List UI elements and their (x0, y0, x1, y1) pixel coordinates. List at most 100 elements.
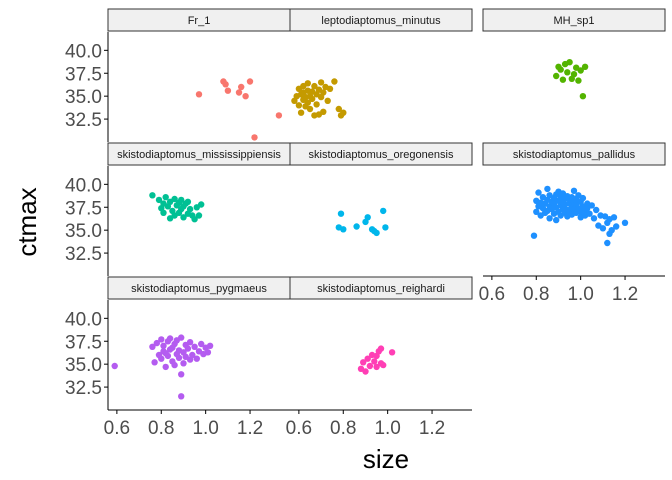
data-point (544, 185, 551, 193)
data-point (304, 99, 311, 106)
facet-panel: skistodiaptomus_oregonensis (289, 142, 473, 237)
data-point (191, 216, 198, 223)
data-point (178, 196, 185, 204)
data-point (575, 77, 582, 84)
data-point (599, 225, 607, 232)
facet-strip (289, 142, 473, 166)
x-tick-label: 1.0 (374, 418, 400, 439)
data-point (189, 351, 196, 359)
data-point (579, 93, 587, 100)
facet-strip (289, 8, 473, 32)
data-point (366, 362, 374, 370)
data-point (553, 72, 560, 80)
x-tick-label: 0.6 (286, 418, 312, 439)
data-point (206, 342, 214, 349)
data-point (380, 361, 387, 369)
data-point (530, 232, 538, 239)
x-tick-label: 1.0 (567, 284, 593, 305)
data-point (570, 71, 578, 78)
data-point (566, 59, 573, 66)
panels-layer: Fr_132.535.037.540.0leptodiaptomus_minut… (65, 8, 666, 439)
facet-strip-label: leptodiaptomus_minutus (321, 15, 441, 27)
data-point (238, 83, 245, 91)
data-point (297, 109, 305, 116)
data-point (295, 102, 303, 109)
data-point (111, 362, 118, 370)
data-point (235, 89, 243, 96)
facet-strip-label: skistodiaptomus_pygmaeus (131, 283, 267, 295)
data-point (162, 194, 169, 201)
data-point (191, 343, 198, 350)
y-tick-label: 37.5 (65, 64, 102, 85)
data-point (331, 78, 338, 85)
data-point (610, 214, 618, 221)
data-point (155, 196, 163, 204)
facet-strip-label: skistodiaptomus_reighardi (317, 283, 445, 295)
facet-panel: MH_sp1 (482, 8, 666, 100)
data-point (158, 355, 165, 362)
data-point (198, 201, 205, 208)
data-point (186, 339, 194, 346)
data-point (162, 363, 169, 371)
x-tick-label: 0.8 (148, 418, 174, 439)
data-point (337, 210, 345, 217)
data-point (326, 85, 334, 93)
y-tick-label: 35.0 (65, 355, 102, 376)
data-point (309, 95, 316, 103)
data-point (570, 187, 578, 194)
facet-panel: leptodiaptomus_minutus (289, 8, 473, 119)
data-point (184, 345, 192, 352)
data-point (590, 215, 598, 222)
data-point (608, 227, 615, 234)
facet-strip (482, 142, 666, 166)
data-point (324, 97, 331, 105)
data-point (360, 359, 367, 366)
facet-strip (289, 276, 473, 300)
data-point (198, 340, 205, 348)
data-point (362, 368, 369, 375)
data-point (193, 355, 200, 362)
data-point (317, 79, 325, 86)
data-point (364, 214, 371, 221)
x-tick-label: 0.8 (523, 284, 549, 305)
data-point (151, 359, 158, 366)
y-axis-title: ctmax (12, 187, 42, 256)
facet-strip (482, 8, 666, 32)
y-tick-label: 37.5 (65, 332, 102, 353)
facet-panel: skistodiaptomus_reighardi 0.6 0.8 1.0 1.2 (286, 276, 473, 439)
data-point (553, 216, 560, 224)
data-point (180, 214, 187, 221)
y-tick-label: 35.0 (65, 87, 102, 108)
data-point (175, 354, 183, 361)
y-tick-label: 32.5 (65, 110, 102, 131)
data-point (340, 109, 347, 116)
data-point (335, 105, 342, 113)
data-point (320, 108, 327, 116)
data-point (171, 361, 178, 369)
data-point (149, 192, 156, 199)
data-point (373, 229, 380, 237)
data-point (559, 76, 567, 83)
data-point (311, 82, 318, 90)
facet-strip-label: skistodiaptomus_pallidus (513, 149, 636, 161)
data-point (579, 194, 587, 202)
y-tick-label: 40.0 (65, 41, 102, 62)
data-point (581, 63, 589, 70)
data-point (353, 223, 360, 230)
data-point (373, 363, 380, 371)
data-point (613, 223, 620, 230)
data-point (313, 101, 320, 108)
data-point (222, 81, 229, 88)
data-point (160, 342, 167, 349)
data-point (149, 343, 156, 350)
data-point (546, 215, 553, 222)
data-point (246, 78, 254, 85)
data-point (160, 209, 167, 216)
y-tick-label: 32.5 (65, 244, 102, 265)
data-point (204, 349, 212, 356)
data-point (178, 393, 185, 400)
x-tick-label: 1.2 (612, 284, 638, 305)
y-tick-label: 35.0 (65, 221, 102, 242)
data-point (533, 208, 540, 215)
y-tick-label: 32.5 (65, 378, 102, 399)
